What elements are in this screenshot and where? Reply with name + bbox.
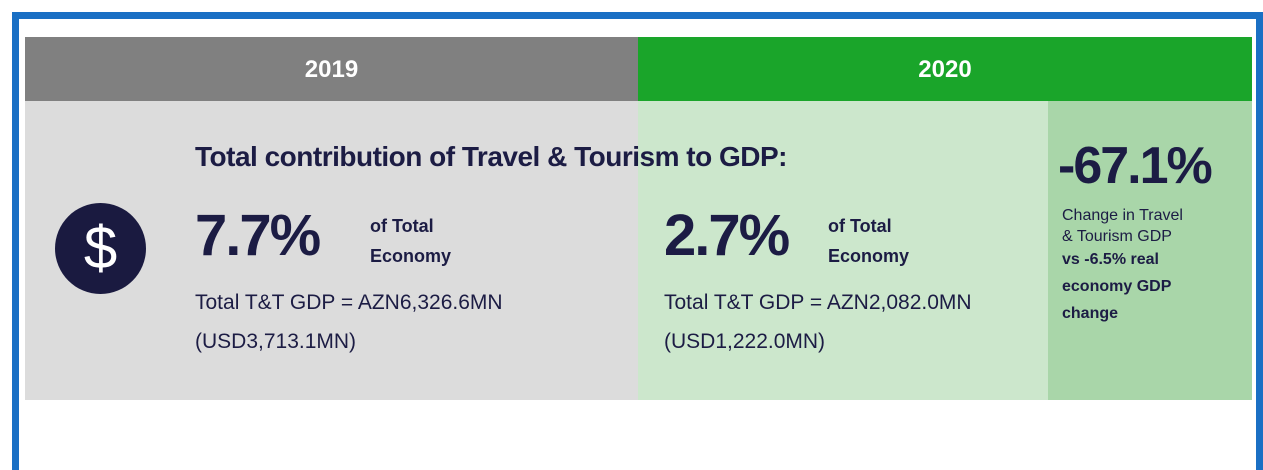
gdp-usd: (USD3,713.1MN) — [195, 330, 357, 353]
change-text: & Tourism GDP — [1062, 228, 1172, 245]
share: 7.7% — [195, 203, 321, 268]
frame-right — [1256, 12, 1263, 470]
header-left — [25, 37, 638, 101]
change-value: -67.1% — [1058, 137, 1213, 195]
panel-right — [638, 101, 1048, 400]
gdp: Total T&T GDP = AZN6,326.6MN — [195, 291, 503, 314]
change-text-bold: economy GDP — [1062, 278, 1172, 295]
dollar-icon — [55, 203, 146, 294]
share-label: Economy — [370, 246, 452, 266]
year-label: 2020 — [918, 56, 972, 83]
share-label: of Total — [370, 216, 434, 236]
year-label: 2019 — [304, 56, 359, 83]
frame-top — [12, 12, 1263, 19]
share-label: Economy — [828, 246, 910, 266]
title: Total contribution of Travel & Tourism t… — [195, 141, 787, 172]
change-text: Change in Travel — [1062, 207, 1183, 224]
change-text-bold: vs -6.5% real — [1062, 251, 1159, 268]
dollar-glyph: $ — [83, 214, 118, 281]
change-text-bold: change — [1062, 305, 1119, 322]
frame-left — [12, 12, 19, 470]
panel-change — [1048, 101, 1252, 400]
share-label: of Total — [828, 216, 892, 236]
gdp: Total T&T GDP = AZN2,082.0MN — [664, 291, 972, 314]
share: 2.7% — [664, 203, 790, 268]
header-right — [638, 37, 1252, 101]
gdp-usd: (USD1,222.0MN) — [664, 330, 826, 353]
